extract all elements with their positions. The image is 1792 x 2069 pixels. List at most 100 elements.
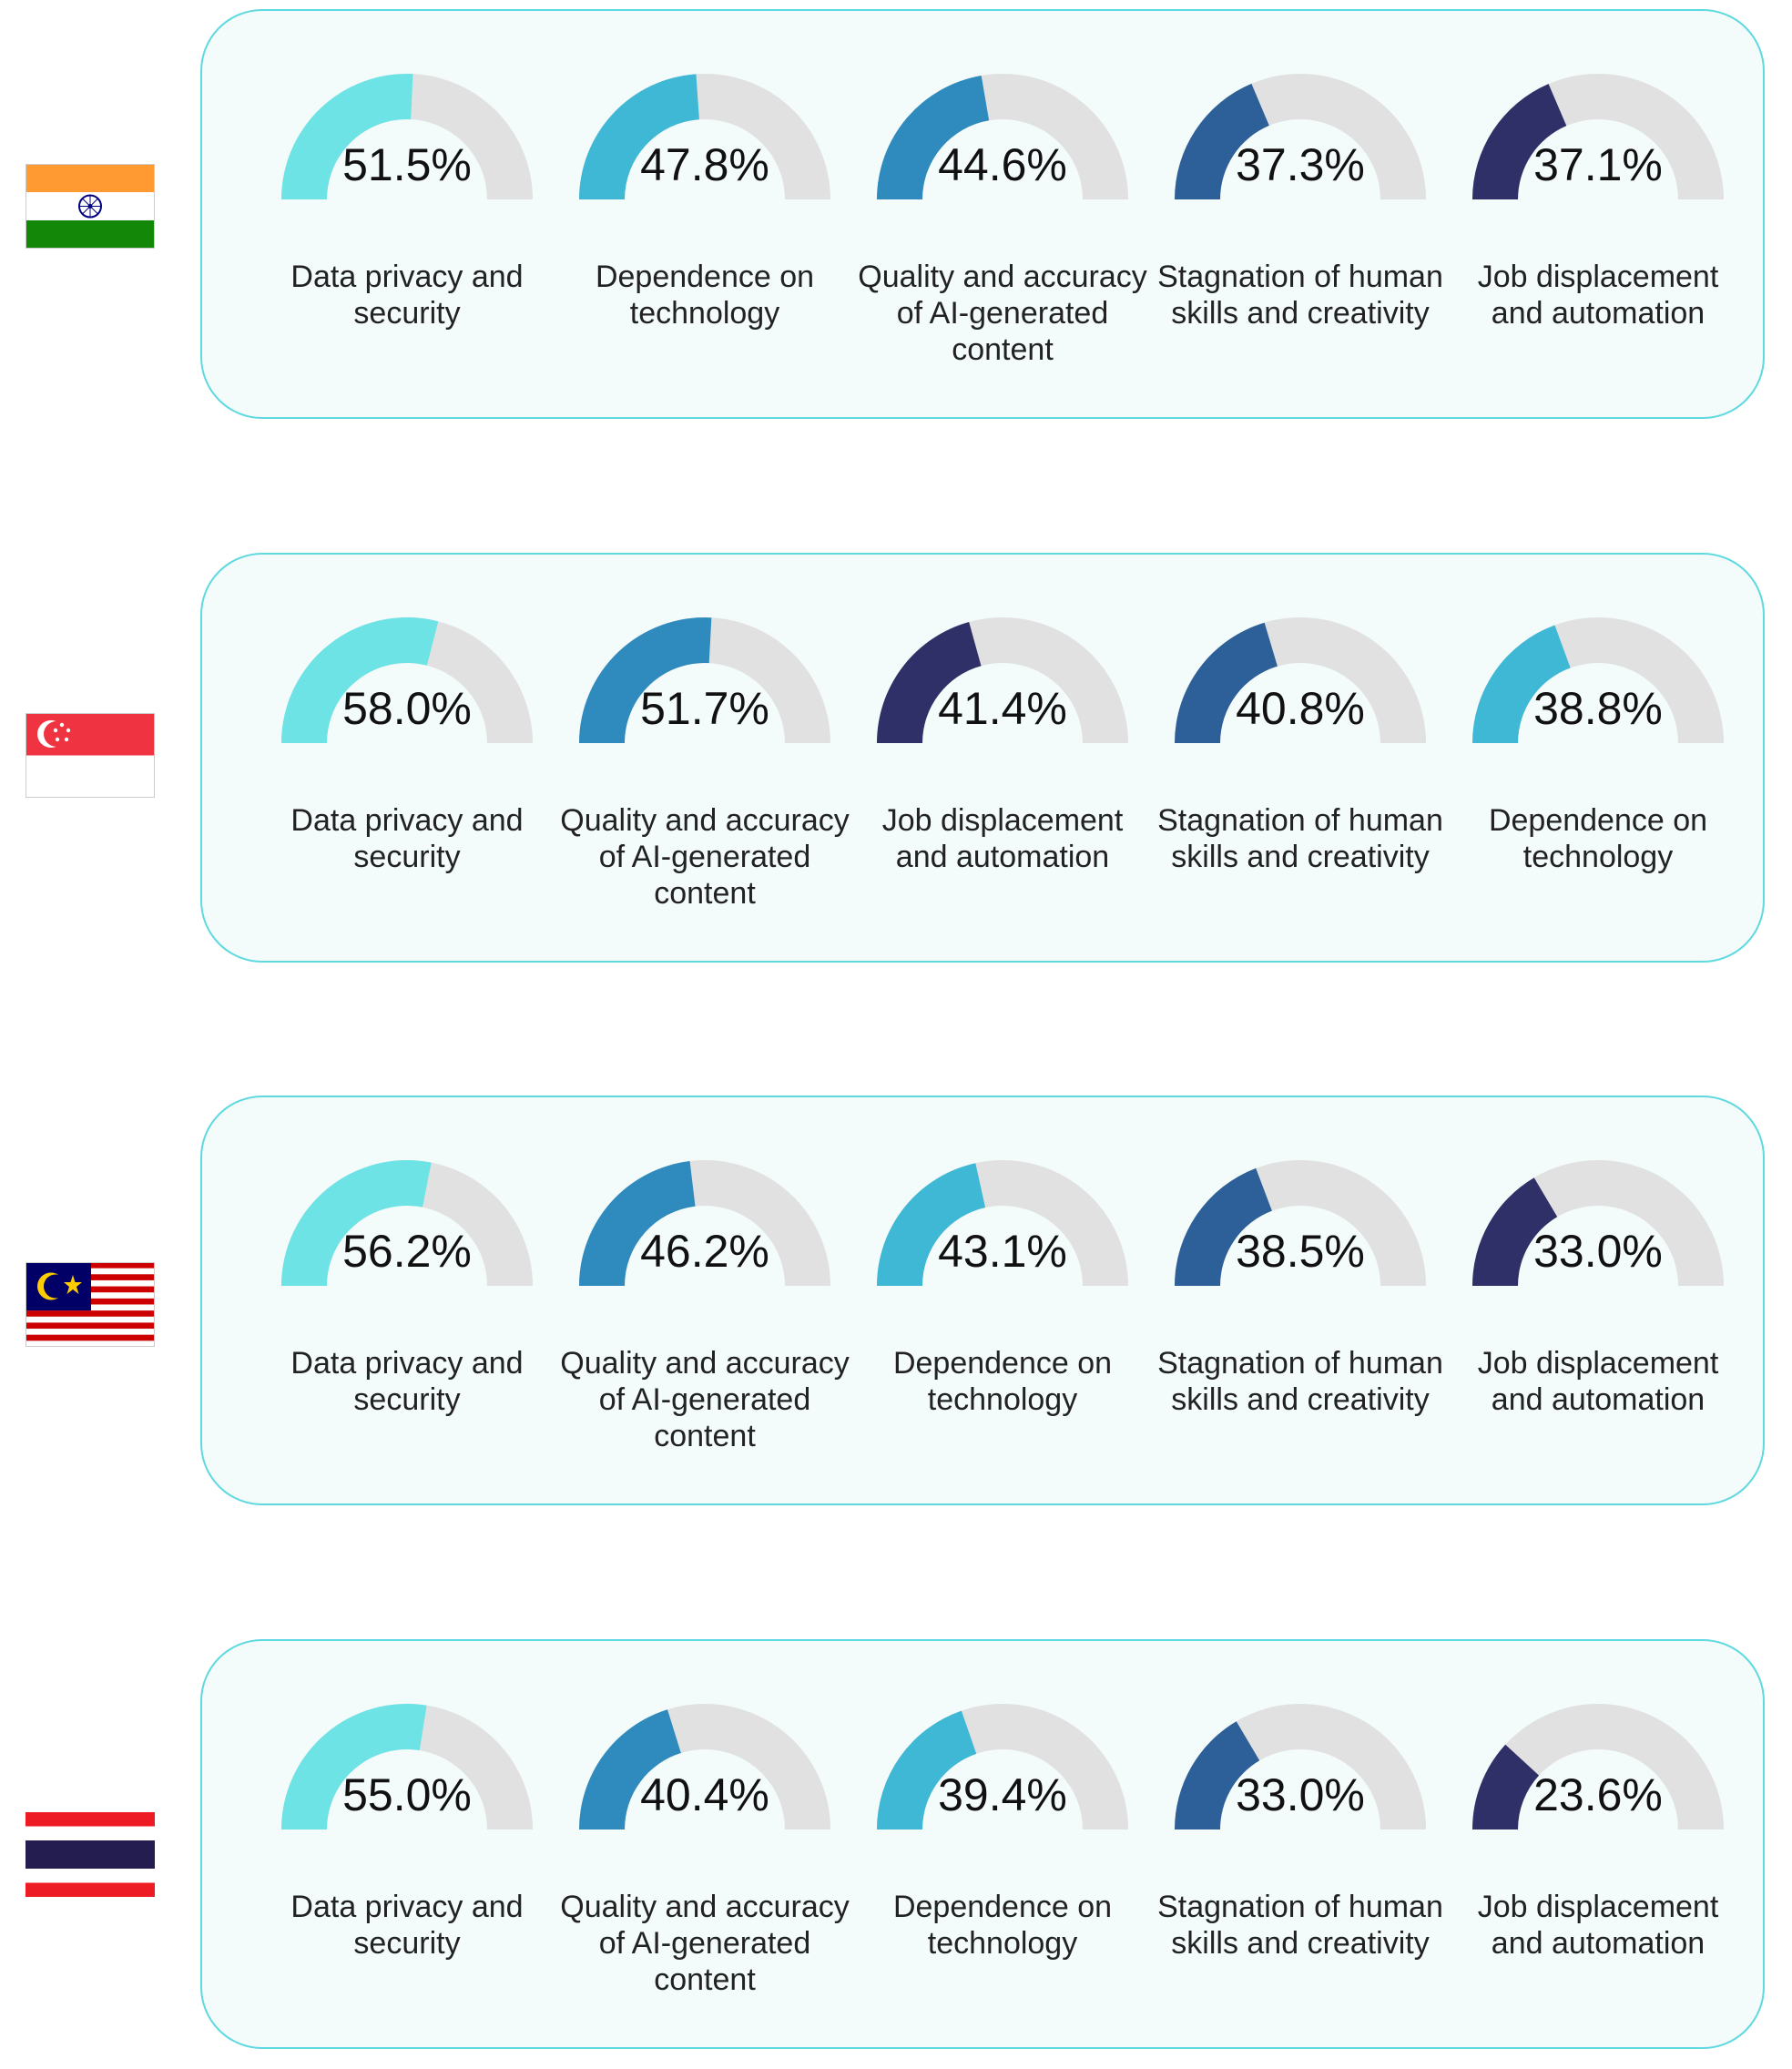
- gauge-value-label: 56.2%: [342, 1226, 472, 1277]
- gauge-arc: [1472, 617, 1724, 743]
- gauge-arc: [1175, 74, 1426, 199]
- gauge-quality-and-accuracy-of-ai-generated-content: 51.7% Quality and accuracy of AI-generate…: [555, 611, 855, 921]
- gauge-value-label: 23.6%: [1533, 1769, 1663, 1820]
- gauge-stagnation-of-human-skills-and-creativity: 38.5% Stagnation of human skills and crea…: [1150, 1154, 1451, 1463]
- gauge-value-label: 37.3%: [1236, 139, 1365, 190]
- gauge-arc: [1472, 1704, 1724, 1829]
- gauge-category-label: Data privacy and security: [290, 260, 524, 331]
- gauge-category-label: Quality and accuracy of AI-generated con…: [560, 1890, 850, 1997]
- gauge-value-arc: [281, 1704, 427, 1829]
- gauge-arc: [579, 1704, 830, 1829]
- gauge-arc: [1472, 74, 1724, 199]
- gauge-value-label: 44.6%: [938, 139, 1067, 190]
- gauge-group: 51.5% Data privacy and security 47.8% Depen…: [202, 11, 1763, 417]
- gauge-value-arc: [877, 1710, 977, 1829]
- gauge-value-label: 33.0%: [1236, 1769, 1365, 1820]
- gauge-dependence-on-technology: 38.8% Dependence on technology: [1448, 611, 1748, 921]
- gauge-value-arc: [281, 617, 439, 743]
- concerns-card-india: 51.5% Data privacy and security 47.8% Depen…: [200, 9, 1765, 419]
- concerns-card-singapore: 58.0% Data privacy and security 51.7% Quali…: [200, 553, 1765, 963]
- gauge-value-arc: [1175, 622, 1278, 743]
- gauge-arc: [1175, 1160, 1426, 1286]
- gauge-arc: [579, 1160, 830, 1286]
- gauge-value-arc: [1175, 1167, 1272, 1286]
- gauge-track: [1472, 1704, 1724, 1829]
- gauge-data-privacy-and-security: 51.5% Data privacy and security: [257, 67, 557, 377]
- gauge-arc: [877, 1160, 1128, 1286]
- gauge-group: 58.0% Data privacy and security 51.7% Quali…: [202, 555, 1763, 961]
- gauge-value-arc: [579, 617, 712, 743]
- gauge-data-privacy-and-security: 56.2% Data privacy and security: [257, 1154, 557, 1463]
- gauge-value-arc: [877, 622, 982, 743]
- gauge-value-label: 41.4%: [938, 683, 1067, 734]
- gauge-category-label: Dependence on technology: [1488, 803, 1708, 874]
- gauge-value-label: 55.0%: [342, 1769, 472, 1820]
- gauge-group: 55.0% Data privacy and security 40.4% Quali…: [202, 1641, 1763, 2047]
- gauge-category-label: Stagnation of human skills and creativit…: [1157, 1346, 1443, 1417]
- gauge-category-label: Quality and accuracy of AI-generated con…: [858, 260, 1147, 367]
- gauge-value-label: 38.5%: [1236, 1226, 1365, 1277]
- country-row-india: 51.5% Data privacy and security 47.8% Depen…: [0, 9, 1792, 419]
- malaysia-flag-icon: [25, 1262, 155, 1347]
- gauge-arc: [579, 74, 830, 200]
- gauge-value-arc: [1175, 83, 1269, 199]
- gauge-arc: [281, 1160, 533, 1286]
- gauge-category-label: Dependence on technology: [892, 1890, 1113, 1961]
- gauge-value-arc: [579, 74, 699, 200]
- gauge-arc: [877, 74, 1128, 199]
- gauge-value-label: 40.4%: [640, 1769, 769, 1820]
- gauge-data-privacy-and-security: 58.0% Data privacy and security: [257, 611, 557, 921]
- gauge-category-label: Data privacy and security: [290, 803, 524, 874]
- gauge-value-label: 39.4%: [938, 1769, 1067, 1820]
- gauge-value-label: 38.8%: [1533, 683, 1663, 734]
- gauge-stagnation-of-human-skills-and-creativity: 40.8% Stagnation of human skills and crea…: [1150, 611, 1451, 921]
- gauge-arc: [281, 1704, 533, 1829]
- gauge-category-label: Job displacement and automation: [1477, 260, 1719, 331]
- india-flag-icon: [25, 164, 155, 249]
- country-row-thailand: 55.0% Data privacy and security 40.4% Quali…: [0, 1639, 1792, 2049]
- gauge-value-arc: [1472, 625, 1571, 743]
- gauge-value-label: 51.5%: [342, 139, 472, 190]
- gauge-value-arc: [877, 1163, 986, 1286]
- gauge-category-label: Data privacy and security: [290, 1890, 524, 1961]
- gauge-arc: [281, 617, 533, 743]
- gauge-value-label: 40.8%: [1236, 683, 1365, 734]
- gauge-value-label: 33.0%: [1533, 1226, 1663, 1277]
- gauge-category-label: Job displacement and automation: [1477, 1346, 1719, 1417]
- gauge-data-privacy-and-security: 55.0% Data privacy and security: [257, 1697, 557, 2007]
- gauge-job-displacement-and-automation: 41.4% Job displacement and automation: [852, 611, 1153, 921]
- gauge-category-label: Dependence on technology: [595, 260, 815, 331]
- gauge-value-arc: [1175, 1721, 1260, 1829]
- gauge-quality-and-accuracy-of-ai-generated-content: 46.2% Quality and accuracy of AI-generate…: [555, 1154, 855, 1463]
- gauge-arc: [1175, 1704, 1426, 1829]
- gauge-value-arc: [281, 1160, 432, 1286]
- concerns-card-malaysia: 56.2% Data privacy and security 46.2% Quali…: [200, 1096, 1765, 1505]
- gauge-value-arc: [579, 1160, 696, 1286]
- gauge-stagnation-of-human-skills-and-creativity: 33.0% Stagnation of human skills and crea…: [1150, 1697, 1451, 2007]
- gauge-dependence-on-technology: 39.4% Dependence on technology: [852, 1697, 1153, 2007]
- gauge-dependence-on-technology: 43.1% Dependence on technology: [852, 1154, 1153, 1463]
- gauge-category-label: Quality and accuracy of AI-generated con…: [560, 803, 850, 911]
- gauge-value-label: 47.8%: [640, 139, 769, 190]
- singapore-flag-icon: [25, 713, 155, 798]
- gauge-dependence-on-technology: 47.8% Dependence on technology: [555, 67, 855, 377]
- gauge-category-label: Quality and accuracy of AI-generated con…: [560, 1346, 850, 1453]
- gauge-job-displacement-and-automation: 37.1% Job displacement and automation: [1448, 67, 1748, 377]
- gauge-quality-and-accuracy-of-ai-generated-content: 40.4% Quality and accuracy of AI-generate…: [555, 1697, 855, 2007]
- gauge-stagnation-of-human-skills-and-creativity: 37.3% Stagnation of human skills and crea…: [1150, 67, 1451, 377]
- gauge-value-label: 43.1%: [938, 1226, 1067, 1277]
- gauge-arc: [281, 74, 533, 199]
- country-row-singapore: 58.0% Data privacy and security 51.7% Quali…: [0, 553, 1792, 963]
- gauge-quality-and-accuracy-of-ai-generated-content: 44.6% Quality and accuracy of AI-generate…: [852, 67, 1153, 377]
- thailand-flag-icon: [25, 1812, 155, 1897]
- gauge-category-label: Stagnation of human skills and creativit…: [1157, 260, 1443, 331]
- gauge-value-arc: [1472, 1744, 1540, 1829]
- gauge-category-label: Stagnation of human skills and creativit…: [1157, 803, 1443, 874]
- gauge-value-label: 46.2%: [640, 1226, 769, 1277]
- gauge-value-arc: [1472, 1177, 1558, 1286]
- gauge-value-arc: [281, 74, 413, 199]
- gauge-value-label: 37.1%: [1533, 139, 1663, 190]
- gauge-arc: [877, 617, 1128, 743]
- gauge-group: 56.2% Data privacy and security 46.2% Quali…: [202, 1097, 1763, 1503]
- gauge-value-label: 58.0%: [342, 683, 472, 734]
